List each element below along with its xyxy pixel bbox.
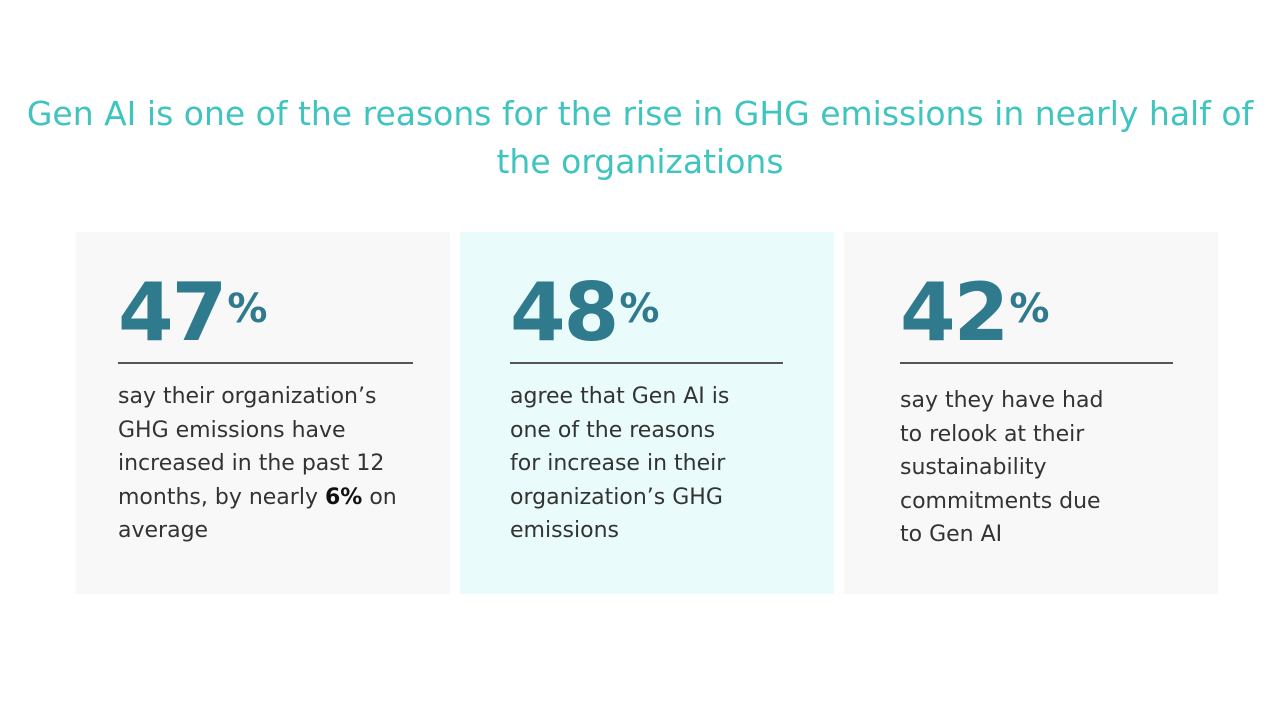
stat-number: 47 — [118, 266, 227, 359]
percent-sign: % — [619, 286, 659, 332]
divider — [900, 362, 1173, 364]
stat-number: 42 — [900, 266, 1009, 359]
divider — [118, 362, 413, 364]
desc-text-end: on average — [118, 484, 397, 544]
percent-sign: % — [1009, 286, 1049, 332]
stat-card-1: 47% say their organization’s GHG emissio… — [76, 232, 450, 594]
stat-value: 47% — [118, 266, 267, 359]
stat-card-2: 48% agree that Gen AI is one of the reas… — [460, 232, 834, 594]
stat-number: 48 — [510, 266, 619, 359]
divider — [510, 362, 783, 364]
stat-value: 48% — [510, 266, 659, 359]
stat-card-3: 42% say they have had to relook at their… — [844, 232, 1218, 594]
desc-text: say their organization’s GHG emissions h… — [118, 384, 385, 510]
stat-value: 42% — [900, 266, 1049, 359]
stat-description: say they have had to relook at their sus… — [900, 388, 1104, 547]
stat-description: agree that Gen AI is one of the reasons … — [510, 384, 730, 543]
page-title: Gen AI is one of the reasons for the ris… — [26, 94, 1254, 181]
desc-bold: 6% — [324, 484, 363, 510]
stat-description: say their organization’s GHG emissions h… — [118, 380, 408, 548]
percent-sign: % — [227, 286, 267, 332]
